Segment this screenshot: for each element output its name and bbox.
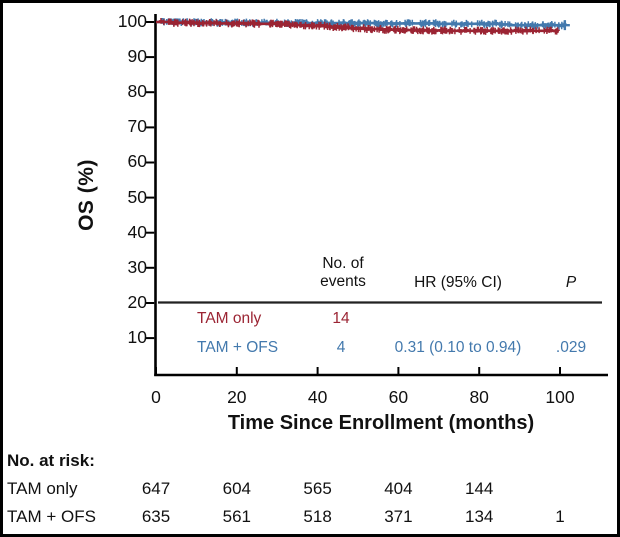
x-tick-label: 0 (151, 387, 161, 407)
inset-row-tam-only-events: 14 (332, 310, 350, 327)
y-tick-label: 50 (127, 186, 147, 207)
x-tick-label: 80 (469, 387, 489, 407)
y-tick-label: 10 (127, 327, 147, 348)
at-risk-count: 1 (555, 507, 565, 526)
at-risk-count: 635 (141, 507, 171, 526)
inset-row-tam-ofs-events: 4 (336, 339, 346, 356)
inset-header-events: No. of events (320, 255, 366, 290)
x-axis-title: Time Since Enrollment (months) (227, 412, 535, 434)
x-tick-label: 60 (388, 387, 409, 407)
at-risk-count: 604 (222, 479, 251, 498)
y-tick-label: 60 (127, 151, 147, 172)
at-risk-count: 371 (384, 507, 413, 526)
inset-row-tam-ofs-p: .029 (555, 339, 587, 356)
y-tick-label: 80 (127, 81, 147, 102)
at-risk-count: 565 (303, 479, 332, 498)
at-risk-count: 647 (141, 479, 171, 498)
x-tick-label: 40 (307, 387, 328, 407)
inset-header-p: P (565, 274, 577, 291)
inset-header-hr: HR (95% CI) (414, 274, 502, 291)
inset-row-tam-ofs-hr: 0.31 (0.10 to 0.94) (394, 339, 522, 356)
y-tick-label: 30 (127, 256, 147, 277)
at-risk-count: 518 (303, 507, 332, 526)
y-tick-label: 40 (127, 221, 147, 242)
y-tick-label: 100 (117, 11, 147, 31)
x-tick-label: 100 (545, 387, 575, 407)
at-risk-count: 561 (222, 507, 251, 526)
at-risk-count: 134 (465, 507, 494, 526)
inset-row-tam-only-label: TAM only (197, 310, 262, 327)
at-risk-title: No. at risk: (7, 451, 95, 470)
y-tick-label: 20 (127, 291, 147, 312)
inset-row-tam-ofs-label: TAM + OFS (197, 339, 279, 356)
at-risk-row-tam-ofs-label: TAM + OFS (7, 507, 96, 526)
y-tick-label: 90 (127, 46, 147, 67)
at-risk-row-tam-only-label: TAM only (7, 479, 78, 498)
at-risk-count: 404 (384, 479, 413, 498)
y-tick-label: 70 (127, 116, 147, 137)
x-tick-label: 20 (227, 387, 247, 407)
at-risk-count: 144 (465, 479, 494, 498)
